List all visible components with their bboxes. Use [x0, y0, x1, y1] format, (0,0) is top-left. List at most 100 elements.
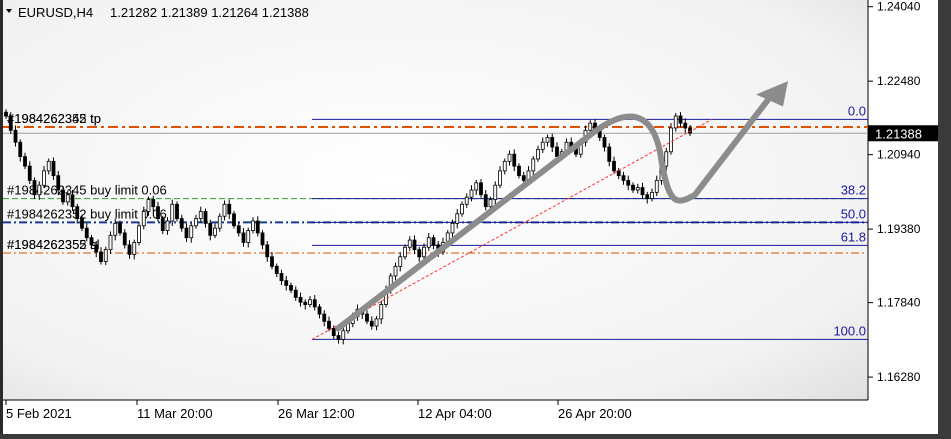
candle-body [469, 189, 474, 198]
candle-body [37, 184, 42, 196]
candle-body [460, 203, 464, 215]
candle-body [51, 160, 56, 177]
candle-body [175, 203, 179, 220]
candle-body [422, 246, 426, 258]
candle-body [498, 170, 502, 186]
header-symbol: EURUSD,H4 [18, 5, 93, 20]
time-scale [3, 400, 938, 434]
candle-body [270, 256, 274, 267]
candle-body [507, 153, 512, 162]
candle-body [635, 187, 640, 191]
plot-area [3, 0, 868, 400]
candle-body [341, 330, 346, 340]
candle-body [479, 182, 483, 196]
candle-body [417, 249, 422, 258]
candle-body [179, 218, 184, 229]
current-price-marker: 1.21388 [868, 125, 938, 142]
candles-layer [4, 109, 692, 345]
current-price-label: 1.21388 [875, 126, 922, 141]
candle-body [241, 232, 246, 243]
candle-body [184, 227, 189, 239]
candle-body [616, 170, 621, 177]
candle-body [369, 320, 374, 327]
candle-body [103, 249, 108, 262]
candle-body [322, 313, 327, 322]
time-tick-label: 5 Feb 2021 [6, 406, 72, 421]
candle-body [398, 256, 403, 267]
candle-body [165, 220, 170, 231]
candle-body [336, 335, 341, 340]
order-label-overlap: #1984262352 sl [7, 237, 100, 252]
candle-body [65, 194, 70, 203]
fib-level-label: 38.2 [841, 183, 866, 198]
candle-body [431, 237, 436, 246]
order-label: #1984262345 buy limit 0.06 [7, 183, 167, 198]
overlay-layer [311, 81, 788, 340]
header-ohlc: 1.21282 1.21389 1.21264 1.21388 [110, 5, 309, 20]
candle-body [46, 160, 51, 172]
candle-body [156, 206, 160, 220]
trend-line[interactable] [311, 118, 713, 340]
candle-body [412, 239, 417, 251]
candle-body [4, 111, 8, 117]
candle-body [84, 227, 89, 239]
fib-level-label: 50.0 [841, 206, 866, 221]
candle-body [645, 194, 650, 199]
candle-body [540, 141, 545, 150]
order-label: #1984262345 tp [7, 111, 101, 126]
price-tick-label: 1.16280 [877, 370, 921, 384]
price-tick-label: 1.19380 [877, 222, 921, 236]
candle-body [626, 180, 631, 186]
candle-body [94, 244, 99, 253]
candle-body [222, 203, 227, 217]
candle-body [56, 175, 61, 191]
candle-body [274, 265, 279, 274]
header-dropdown-icon[interactable] [6, 9, 12, 13]
candle-body [403, 246, 407, 258]
candle-body [517, 165, 521, 177]
candle-body [602, 137, 607, 148]
candle-body [550, 137, 555, 148]
candle-body [654, 180, 659, 193]
price-tick-group: 1.24040 1.22480 1.20940 1.19380 1.17840 1.162… [868, 0, 921, 384]
candle-body [227, 203, 232, 215]
candle-body [141, 211, 146, 227]
candle-body [203, 211, 208, 224]
candle-body [683, 122, 688, 129]
candle-body [521, 175, 526, 181]
candle-body [260, 232, 265, 246]
candle-body [8, 115, 13, 131]
candle-body [673, 115, 678, 129]
price-tick-label: 1.17840 [877, 296, 921, 310]
candle-body [483, 194, 488, 208]
candle-body [137, 225, 141, 243]
candle-body [426, 237, 431, 248]
price-tick-label: 1.24040 [877, 0, 921, 14]
candle-body [170, 203, 175, 222]
candle-body [631, 184, 635, 191]
candle-body [678, 115, 683, 124]
candle-body [545, 137, 550, 143]
candle-body [650, 191, 654, 199]
candle-body [99, 251, 103, 262]
order-label: #1984262355 sl [7, 237, 100, 252]
order-label: #1984262352 buy limit 0.06 [7, 206, 167, 221]
candle-body [640, 187, 645, 196]
projection-arrow-head [756, 81, 788, 107]
candle-body [70, 194, 75, 208]
candle-body [312, 299, 317, 308]
candle-body [464, 196, 469, 205]
candle-body [393, 265, 398, 277]
candle-body [284, 280, 289, 286]
candle-body [450, 222, 455, 234]
fibonacci-retracement[interactable]: 0.0 38.2 50.0 61.8 100.0 [312, 103, 868, 340]
candle-body [194, 218, 198, 227]
candle-body [198, 211, 203, 220]
candle-body [13, 129, 18, 143]
candle-body [189, 225, 194, 239]
candle-body [251, 220, 255, 231]
projection-arrow[interactable] [335, 91, 775, 332]
candle-body [118, 222, 122, 234]
candle-body [160, 218, 165, 231]
